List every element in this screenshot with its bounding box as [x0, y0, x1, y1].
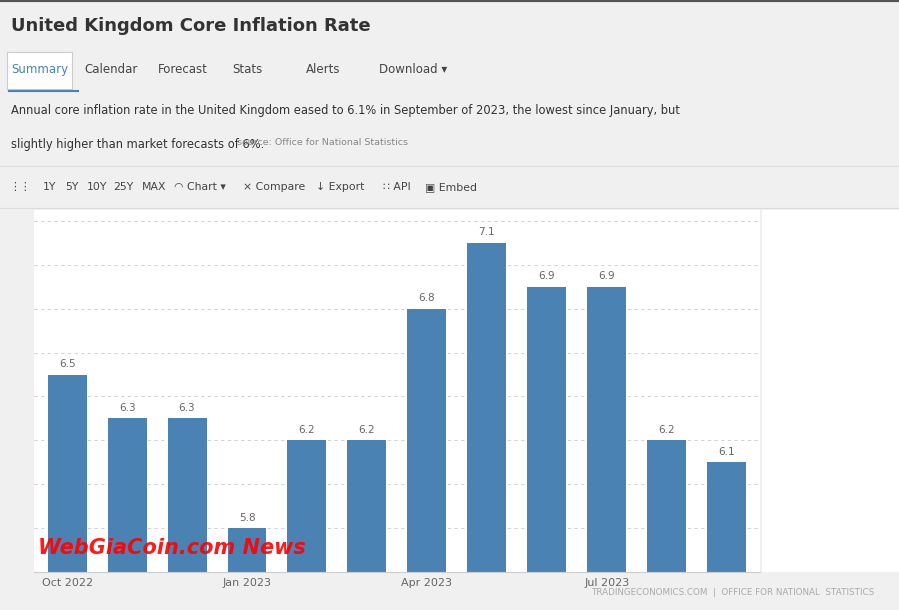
Text: 6.3: 6.3	[119, 403, 136, 413]
Bar	[467, 243, 506, 610]
Text: ▣ Embed: ▣ Embed	[425, 182, 477, 192]
Text: 10Y: 10Y	[86, 182, 107, 192]
Bar	[347, 440, 387, 610]
Bar	[108, 418, 147, 610]
Text: 6.9: 6.9	[539, 271, 555, 281]
Bar	[288, 440, 326, 610]
Text: 5Y: 5Y	[65, 182, 78, 192]
Text: WebGiaCoin.com News: WebGiaCoin.com News	[38, 537, 306, 558]
Text: 1Y: 1Y	[43, 182, 57, 192]
Text: TRADINGECONOMICS.COM  |  OFFICE FOR NATIONAL  STATISTICS: TRADINGECONOMICS.COM | OFFICE FOR NATION…	[591, 589, 874, 597]
Text: United Kingdom Core Inflation Rate: United Kingdom Core Inflation Rate	[11, 18, 370, 35]
Bar	[167, 418, 207, 610]
Bar	[407, 309, 447, 610]
Text: 6.1: 6.1	[718, 447, 735, 457]
Text: ⨯ Compare: ⨯ Compare	[243, 182, 305, 192]
Text: Summary: Summary	[11, 63, 68, 76]
Text: Stats: Stats	[232, 63, 263, 76]
Text: Annual core inflation rate in the United Kingdom eased to 6.1% in September of 2: Annual core inflation rate in the United…	[11, 104, 680, 117]
Text: 6.2: 6.2	[298, 425, 316, 435]
Text: slightly higher than market forecasts of 6%.: slightly higher than market forecasts of…	[11, 138, 264, 151]
Text: 5.8: 5.8	[239, 512, 255, 523]
FancyBboxPatch shape	[7, 52, 72, 88]
Text: 6.2: 6.2	[658, 425, 675, 435]
Text: 6.3: 6.3	[179, 403, 195, 413]
Bar	[48, 375, 86, 610]
Text: ∷ API: ∷ API	[383, 182, 411, 192]
Text: 6.8: 6.8	[419, 293, 435, 303]
Text: ⋮⋮: ⋮⋮	[9, 182, 31, 192]
Bar	[708, 462, 746, 610]
Bar	[647, 440, 686, 610]
Text: Forecast: Forecast	[158, 63, 208, 76]
Text: 6.2: 6.2	[359, 425, 375, 435]
Text: Calendar: Calendar	[85, 63, 138, 76]
Text: source: Office for National Statistics: source: Office for National Statistics	[234, 138, 408, 146]
Text: 25Y: 25Y	[113, 182, 134, 192]
Bar	[227, 528, 266, 610]
Text: 6.9: 6.9	[599, 271, 615, 281]
Text: ↓ Export: ↓ Export	[316, 182, 365, 192]
Bar	[587, 287, 627, 610]
Text: ◠ Chart ▾: ◠ Chart ▾	[174, 182, 227, 192]
Text: 6.5: 6.5	[58, 359, 76, 369]
Text: Alerts: Alerts	[306, 63, 340, 76]
Bar	[528, 287, 566, 610]
Text: Download ▾: Download ▾	[379, 63, 448, 76]
Text: MAX: MAX	[142, 182, 166, 192]
Text: 7.1: 7.1	[478, 228, 495, 237]
